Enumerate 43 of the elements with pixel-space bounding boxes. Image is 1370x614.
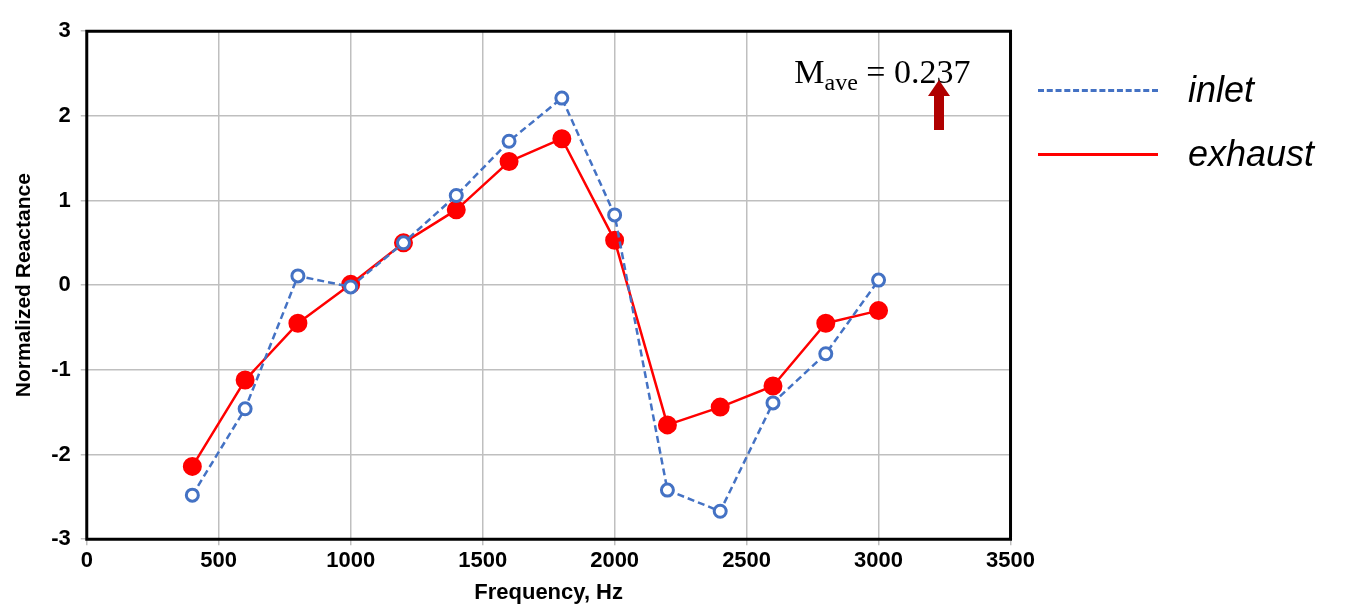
point xyxy=(765,395,781,411)
point xyxy=(659,482,675,498)
point xyxy=(501,133,517,149)
point xyxy=(871,272,887,288)
x-tick-label: 2500 xyxy=(722,547,772,573)
point xyxy=(290,268,306,284)
point xyxy=(710,397,730,417)
point xyxy=(816,313,836,333)
point xyxy=(554,90,570,106)
legend-label: exhaust xyxy=(1188,133,1315,175)
y-tick-label: -1 xyxy=(51,355,71,381)
point xyxy=(869,301,889,321)
point xyxy=(343,279,359,295)
point xyxy=(712,503,728,519)
y-axis-title: Normalized Reactance xyxy=(11,173,35,398)
x-axis-title: Frequency, Hz xyxy=(474,578,624,604)
point xyxy=(763,376,783,396)
point xyxy=(448,187,464,203)
y-tick-label: 1 xyxy=(58,186,71,212)
point xyxy=(288,313,308,333)
point xyxy=(818,346,834,362)
legend-label: inlet xyxy=(1188,69,1255,111)
point xyxy=(182,456,202,476)
point xyxy=(657,415,677,435)
x-tick-label: 0 xyxy=(80,547,93,573)
point xyxy=(446,200,466,220)
point xyxy=(237,401,253,417)
y-tick-label: 2 xyxy=(58,101,71,127)
y-tick-label: 3 xyxy=(58,17,71,43)
x-tick-label: 500 xyxy=(200,547,238,573)
point xyxy=(184,487,200,503)
x-tick-label: 1000 xyxy=(326,547,376,573)
point xyxy=(552,129,572,149)
y-tick-label: -3 xyxy=(51,525,71,551)
y-tick-label: -2 xyxy=(51,440,71,466)
x-tick-label: 1500 xyxy=(458,547,508,573)
x-tick-label: 2000 xyxy=(590,547,640,573)
point xyxy=(499,152,519,172)
x-tick-label: 3000 xyxy=(854,547,904,573)
x-tick-label: 3500 xyxy=(986,547,1036,573)
point xyxy=(607,207,623,223)
point xyxy=(235,370,255,390)
y-tick-label: 0 xyxy=(58,271,71,297)
